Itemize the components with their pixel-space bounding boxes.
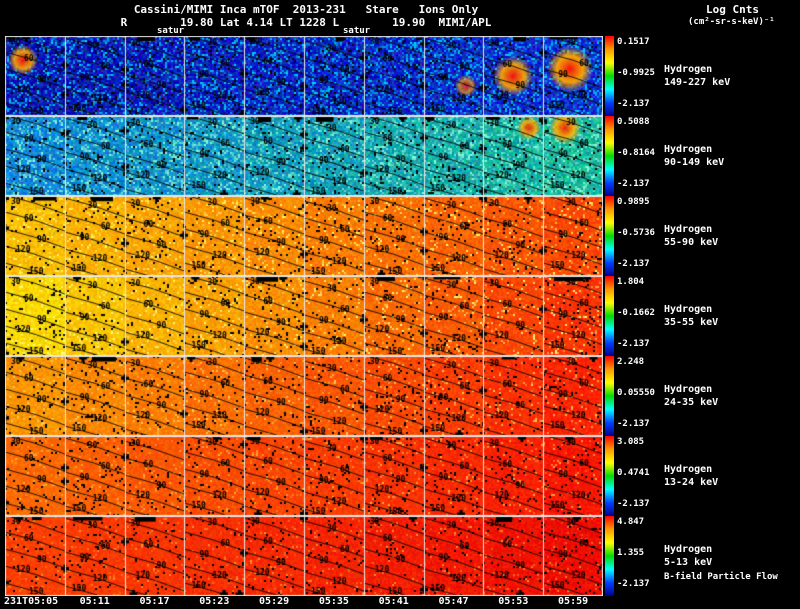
colorbar-tick-label: -2.137 — [617, 419, 650, 429]
time-label: 05:23 — [199, 596, 230, 607]
heatmap-panels-row-5 — [5, 356, 603, 436]
spectrogram-row-6: 3.085 0.4741 -2.137 Hydrogen 13-24 keV — [0, 436, 800, 516]
colorbar-row-6 — [605, 436, 614, 516]
spectrogram-row-4: 1.804 -0.1662 -2.137 Hydrogen 35-55 keV — [0, 276, 800, 356]
energy-band-label: Hydrogen 35-55 keV — [664, 303, 718, 329]
energy-range-label: 90-149 keV — [664, 157, 725, 168]
saturn-annotation: satur — [343, 26, 371, 36]
species-label: Hydrogen — [664, 144, 713, 155]
species-label: Hydrogen — [664, 544, 713, 555]
colorbar-tick-label: 1.355 — [617, 548, 645, 558]
colorbar-row-4 — [605, 276, 614, 356]
time-label: 05:47 — [438, 596, 469, 607]
heatmap-panels-row-2 — [5, 116, 603, 196]
energy-band-label: Hydrogen 24-35 keV — [664, 383, 718, 409]
energy-range-label: 55-90 keV — [664, 237, 719, 248]
colorbar-tick-label: -2.137 — [617, 579, 650, 589]
time-label: 05:53 — [498, 596, 529, 607]
colorbar-row-3 — [605, 196, 614, 276]
heatmap-panels-row-3 — [5, 196, 603, 276]
saturn-annotation: satur — [157, 26, 185, 36]
energy-band-label: Hydrogen 5-13 keV — [664, 543, 712, 569]
colorbar-row-1 — [605, 36, 614, 116]
species-label: Hydrogen — [664, 224, 713, 235]
heatmap-panels-row-4 — [5, 276, 603, 356]
colorbar-tick-label: 3.085 — [617, 437, 645, 447]
time-label: 05:17 — [139, 596, 170, 607]
species-label: Hydrogen — [664, 64, 713, 75]
energy-range-label: 5-13 keV — [664, 557, 713, 568]
colorbar-legend-title: Log Cnts — [706, 3, 759, 16]
energy-band-label: Hydrogen 90-149 keV — [664, 143, 724, 169]
time-label: 05:11 — [79, 596, 110, 607]
colorbar-tick-label: -2.137 — [617, 259, 650, 269]
species-label: Hydrogen — [664, 384, 713, 395]
ephemeris-subtitle: R 19.80 Lat 4.14 LT 1228 L 19.90 MIMI/AP… — [120, 16, 492, 29]
colorbar-tick-label: 4.847 — [617, 517, 645, 527]
colorbar-tick-label: 0.9895 — [617, 197, 650, 207]
colorbar-tick-label: -0.5736 — [617, 228, 655, 238]
colorbar-tick-label: 2.248 — [617, 357, 645, 367]
energy-range-label: 13-24 keV — [664, 477, 719, 488]
colorbar-tick-label: -0.9925 — [617, 68, 655, 78]
spectrogram-row-5: 2.248 0.05550 -2.137 Hydrogen 24-35 keV — [0, 356, 800, 436]
colorbar-tick-label: 0.1517 — [617, 37, 650, 47]
species-label: Hydrogen — [664, 464, 713, 475]
time-label: 05:35 — [318, 596, 349, 607]
bfield-flow-label: B-field Particle Flow — [664, 572, 778, 582]
time-axis: 231T05:05 05:11 05:17 05:23 05:29 05:35 05:41 0… — [0, 596, 800, 609]
heatmap-panels-row-6 — [5, 436, 603, 516]
spectrogram-row-1: 0.1517 -0.9925 -2.137 Hydrogen 149-227 keV — [0, 36, 800, 116]
time-label: 05:29 — [259, 596, 290, 607]
colorbar-tick-label: -2.137 — [617, 499, 650, 509]
time-label: 05:41 — [378, 596, 409, 607]
energy-range-label: 24-35 keV — [664, 397, 719, 408]
colorbar-row-2 — [605, 116, 614, 196]
energy-range-label: 149-227 keV — [664, 77, 731, 88]
colorbar-tick-label: -0.1662 — [617, 308, 655, 318]
colorbar-tick-label: -2.137 — [617, 339, 650, 349]
spectrogram-row-2: 0.5088 -0.8164 -2.137 Hydrogen 90-149 keV — [0, 116, 800, 196]
species-label: Hydrogen — [664, 304, 713, 315]
spectrogram-row-7: 4.847 1.355 -2.137 Hydrogen 5-13 keV — [0, 516, 800, 596]
time-label: 05:59 — [558, 596, 589, 607]
colorbar-row-5 — [605, 356, 614, 436]
colorbar-row-7 — [605, 516, 614, 596]
spectrogram-row-3: 0.9895 -0.5736 -2.137 Hydrogen 55-90 keV — [0, 196, 800, 276]
heatmap-panels-row-1 — [5, 36, 603, 116]
colorbar-tick-label: 1.804 — [617, 277, 645, 287]
colorbar-tick-label: -0.8164 — [617, 148, 655, 158]
energy-band-label: Hydrogen 55-90 keV — [664, 223, 718, 249]
colorbar-tick-label: -2.137 — [617, 99, 650, 109]
colorbar-tick-label: -2.137 — [617, 179, 650, 189]
energy-band-label: Hydrogen 13-24 keV — [664, 463, 718, 489]
heatmap-panels-row-7 — [5, 516, 603, 596]
page-title: Cassini/MIMI Inca mTOF 2013-231 Stare Io… — [133, 3, 479, 16]
colorbar-tick-label: 0.5088 — [617, 117, 650, 127]
colorbar-legend-units: (cm²-sr-s-keV)⁻¹ — [688, 17, 775, 27]
time-label: 231T05:05 — [4, 596, 59, 607]
colorbar-tick-label: 0.05550 — [617, 388, 655, 398]
colorbar-tick-label: 0.4741 — [617, 468, 650, 478]
energy-range-label: 35-55 keV — [664, 317, 719, 328]
energy-band-label: Hydrogen 149-227 keV — [664, 63, 730, 89]
